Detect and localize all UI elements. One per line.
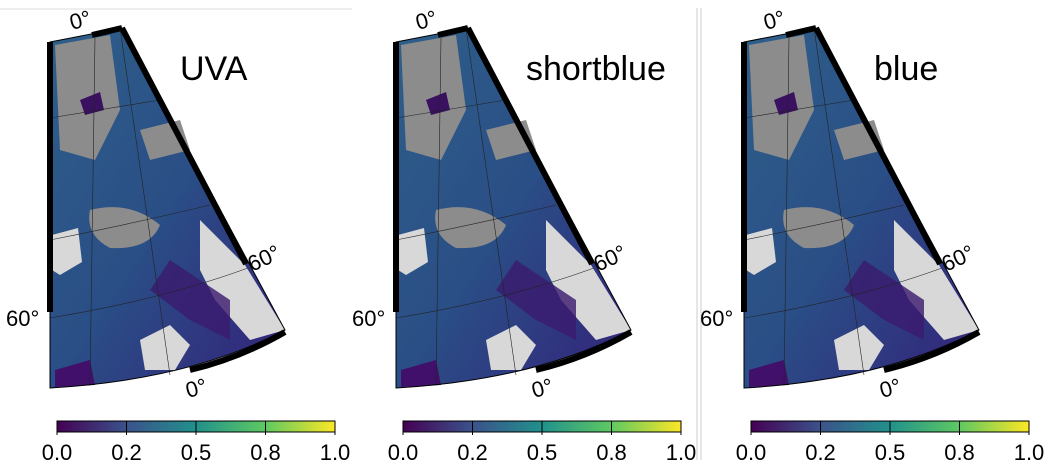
- frame-bar: [813, 26, 943, 266]
- graticule: [395, 27, 595, 386]
- panel-title: UVA: [180, 50, 248, 88]
- dark-patch: [150, 260, 230, 340]
- lon-label: 0°: [67, 5, 94, 35]
- colorbar-tick-label: 0.0: [42, 440, 73, 464]
- colorbar-tick-label: 0.8: [596, 440, 627, 464]
- frame-bar: [437, 25, 469, 38]
- dark-patch: [749, 360, 789, 387]
- graticule: [743, 27, 943, 386]
- colorbar-tick-label: 0.0: [388, 440, 419, 464]
- lon-label: 0°: [877, 373, 904, 403]
- lon-label: 0°: [761, 5, 788, 35]
- frame-bar: [91, 25, 123, 38]
- land: [398, 228, 428, 275]
- colorbar-tick-label: 1.0: [1014, 440, 1045, 464]
- lat-label: 60°: [352, 306, 385, 331]
- lon-label: 0°: [413, 5, 440, 35]
- lat-label: 60°: [6, 306, 39, 331]
- frame-bar: [119, 26, 249, 266]
- land: [140, 325, 190, 370]
- colorbar-tick-label: 0.2: [457, 440, 488, 464]
- land: [783, 207, 854, 249]
- land: [546, 220, 631, 340]
- colorbar-tick-label: 0.5: [181, 440, 212, 464]
- dark-patch: [426, 92, 450, 115]
- colorbar-tick-label: 1.0: [666, 440, 697, 464]
- dark-patch: [496, 260, 576, 340]
- land: [746, 228, 776, 275]
- colorbar-tick-label: 0.5: [527, 440, 558, 464]
- colorbar-tick-label: 0.0: [736, 440, 767, 464]
- graticule: [49, 27, 249, 386]
- lon-label: 0°: [529, 373, 556, 403]
- dark-patch: [55, 360, 95, 387]
- land: [486, 325, 536, 370]
- land: [435, 207, 506, 249]
- panel-title: blue: [874, 50, 938, 88]
- dark-patch: [844, 260, 924, 340]
- colorbar-tick-label: 1.0: [320, 440, 351, 464]
- colorbar-tick-label: 0.8: [250, 440, 281, 464]
- colorbar-tick-label: 0.2: [111, 440, 142, 464]
- dark-patch: [80, 92, 104, 115]
- land: [834, 325, 884, 370]
- land: [89, 207, 160, 249]
- lat-label: 60°: [700, 306, 733, 331]
- dark-patch: [401, 360, 441, 387]
- frame-bar: [535, 329, 633, 373]
- frame-bar: [189, 329, 287, 373]
- frame-bar: [883, 329, 981, 373]
- land: [52, 228, 82, 275]
- land: [894, 220, 979, 340]
- frame-bar: [465, 26, 595, 266]
- frame-bar: [785, 25, 817, 38]
- dark-patch: [774, 92, 798, 115]
- land: [200, 220, 285, 340]
- lon-label: 0°: [183, 373, 210, 403]
- panel-title: shortblue: [526, 50, 666, 88]
- colorbar-tick-label: 0.8: [944, 440, 975, 464]
- colorbar-tick-label: 0.5: [875, 440, 906, 464]
- colorbar-tick-label: 0.2: [805, 440, 836, 464]
